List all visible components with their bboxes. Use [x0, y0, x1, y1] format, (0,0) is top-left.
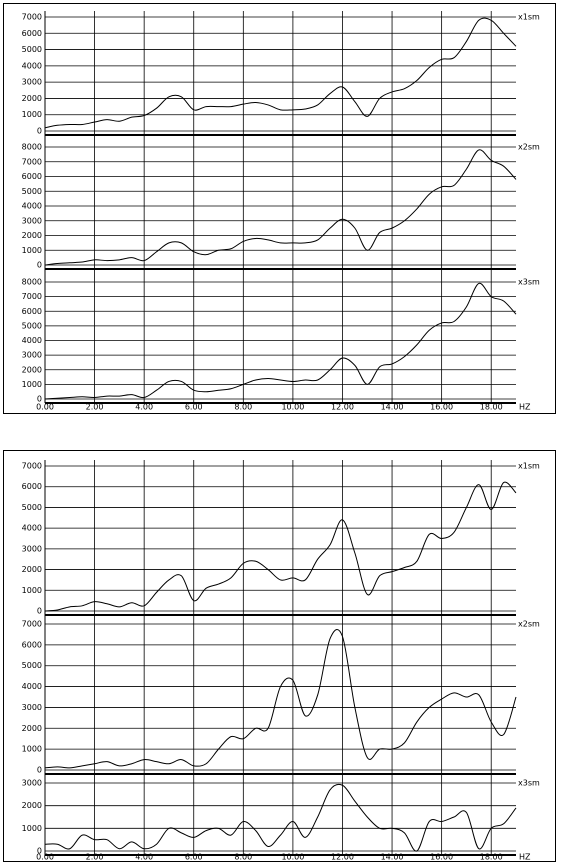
x-tick-label: 6.00 [185, 853, 203, 862]
y-tick-label: 7000 [22, 13, 42, 22]
y-tick-label: 2000 [22, 231, 42, 240]
y-tick-label: 7000 [22, 462, 42, 471]
series-line [44, 481, 517, 612]
y-tick-label: 6000 [22, 29, 42, 38]
y-tick-label: 4000 [22, 61, 42, 70]
x-axis-label: HZ [519, 403, 531, 412]
y-tick-label: 2000 [22, 94, 42, 103]
series-label: x1sm [518, 13, 540, 22]
y-tick-label: 3000 [22, 544, 42, 553]
x-tick-label: 10.00 [281, 853, 304, 862]
y-tick-label: 6000 [22, 640, 42, 649]
y-tick-label: 2000 [22, 801, 42, 810]
y-tick-label: 3000 [22, 78, 42, 87]
x-tick-label: 16.00 [430, 403, 453, 412]
y-tick-label: 0 [37, 261, 42, 270]
x-tick-label: 4.00 [135, 853, 153, 862]
y-tick-label: 4000 [22, 336, 42, 345]
y-tick-label: 4000 [22, 524, 42, 533]
y-tick-label: 1000 [22, 824, 42, 833]
x-axis-label: HZ [519, 853, 531, 862]
y-tick-label: 1000 [22, 110, 42, 119]
y-tick-label: 6000 [22, 482, 42, 491]
y-tick-label: 5000 [22, 187, 42, 196]
x-tick-label: 8.00 [234, 853, 252, 862]
series-label: x2sm [518, 143, 540, 152]
y-tick-label: 6000 [22, 172, 42, 181]
x-tick-label: 2.00 [86, 853, 104, 862]
y-tick-label: 8000 [22, 278, 42, 287]
series-label: x2sm [518, 620, 540, 629]
y-tick-label: 6000 [22, 307, 42, 316]
y-tick-label: 2000 [22, 724, 42, 733]
x-tick-label: 16.00 [430, 853, 453, 862]
y-tick-label: 5000 [22, 321, 42, 330]
series-line [44, 149, 517, 266]
x-tick-label: 18.00 [480, 853, 503, 862]
series-label: x3sm [518, 779, 540, 788]
y-tick-label: 0 [37, 847, 42, 856]
y-tick-label: 3000 [22, 703, 42, 712]
y-tick-label: 8000 [22, 143, 42, 152]
series-line [44, 629, 517, 769]
series-line [44, 783, 517, 852]
y-tick-label: 3000 [22, 351, 42, 360]
y-tick-label: 0 [37, 607, 42, 616]
x-tick-label: 4.00 [135, 403, 153, 412]
y-tick-label: 5000 [22, 45, 42, 54]
series-line [44, 17, 517, 129]
y-tick-label: 7000 [22, 620, 42, 629]
series-line [44, 282, 517, 400]
figure-frame [3, 3, 556, 414]
y-tick-label: 2000 [22, 365, 42, 374]
y-tick-label: 1000 [22, 380, 42, 389]
x-tick-label: 14.00 [381, 853, 404, 862]
y-tick-label: 7000 [22, 157, 42, 166]
series-label: x1sm [518, 462, 540, 471]
y-tick-label: 5000 [22, 503, 42, 512]
x-tick-label: 2.00 [86, 403, 104, 412]
y-tick-label: 0 [37, 127, 42, 136]
x-tick-label: 10.00 [281, 403, 304, 412]
x-tick-label: 8.00 [234, 403, 252, 412]
y-tick-label: 3000 [22, 779, 42, 788]
x-tick-label: 14.00 [381, 403, 404, 412]
y-tick-label: 1000 [22, 246, 42, 255]
x-tick-label: 0.00 [36, 403, 54, 412]
y-tick-label: 2000 [22, 565, 42, 574]
y-tick-label: 3000 [22, 216, 42, 225]
x-tick-label: 18.00 [480, 403, 503, 412]
figure-frame [3, 450, 556, 862]
series-label: x3sm [518, 278, 540, 287]
y-tick-label: 1000 [22, 586, 42, 595]
y-tick-label: 4000 [22, 682, 42, 691]
y-tick-label: 5000 [22, 661, 42, 670]
y-tick-label: 7000 [22, 292, 42, 301]
y-tick-label: 0 [37, 766, 42, 775]
x-tick-label: 6.00 [185, 403, 203, 412]
y-tick-label: 4000 [22, 202, 42, 211]
x-tick-label: 0.00 [36, 853, 54, 862]
y-tick-label: 0 [37, 395, 42, 404]
x-tick-label: 12.00 [331, 403, 354, 412]
x-tick-label: 12.00 [331, 853, 354, 862]
y-tick-label: 1000 [22, 745, 42, 754]
